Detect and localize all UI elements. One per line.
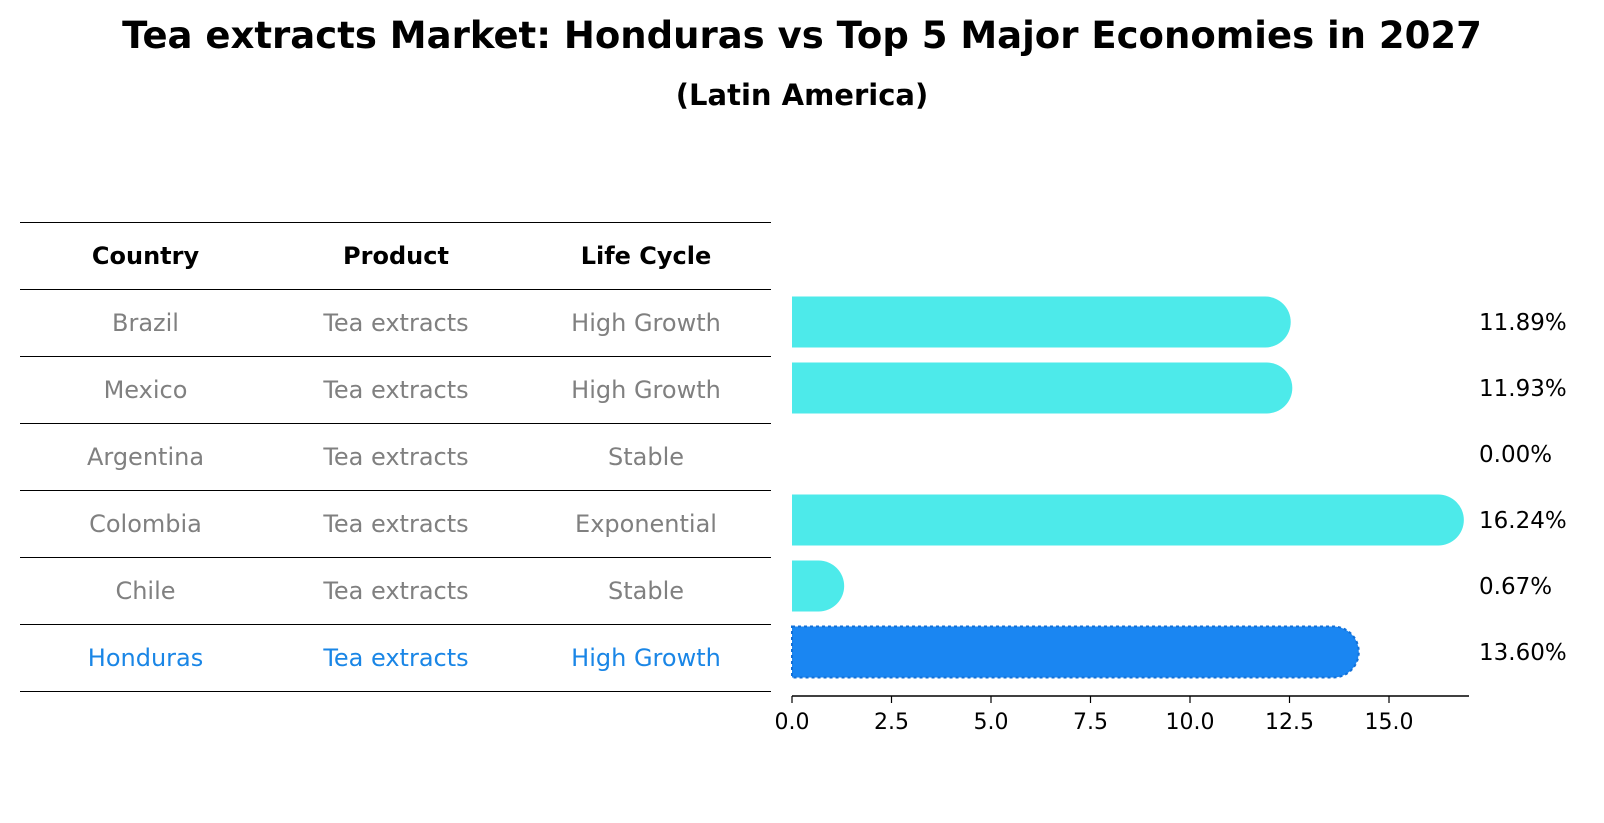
x-tick-label: 10.0 <box>1166 710 1215 735</box>
cell-life-cycle: High Growth <box>571 644 721 672</box>
table-header-row: Country Product Life Cycle <box>20 223 771 290</box>
cell-country: Chile <box>115 577 176 605</box>
cell-product: Tea extracts <box>323 443 469 471</box>
data-table: Country Product Life Cycle Brazil Tea ex… <box>20 222 771 692</box>
table-row: Brazil Tea extracts High Growth <box>20 290 771 357</box>
table-row: Colombia Tea extracts Exponential <box>20 491 771 558</box>
header-product: Product <box>343 242 449 270</box>
cell-life-cycle: High Growth <box>571 376 721 404</box>
value-label-brazil: 11.89% <box>1479 310 1567 336</box>
value-label-colombia: 16.24% <box>1479 508 1567 534</box>
chart-subtitle: (Latin America) <box>675 78 929 112</box>
x-tick-label: 7.5 <box>1073 710 1108 735</box>
value-label-chile: 0.67% <box>1479 574 1552 600</box>
value-label-mexico: 11.93% <box>1479 376 1567 402</box>
cell-product: Tea extracts <box>323 510 469 538</box>
cell-country: Mexico <box>103 376 188 404</box>
x-tick-label: 2.5 <box>874 710 909 735</box>
bar-chile <box>792 560 845 612</box>
bar-mexico <box>792 362 1293 414</box>
header-country: Country <box>91 242 200 270</box>
cell-country: Colombia <box>89 510 202 538</box>
table-row: Argentina Tea extracts Stable <box>20 424 771 491</box>
x-tick-label: 0.0 <box>775 710 810 735</box>
bar-brazil <box>792 296 1291 348</box>
cell-life-cycle: Exponential <box>575 510 717 538</box>
cell-country: Argentina <box>86 443 205 471</box>
cell-product: Tea extracts <box>323 376 469 404</box>
table-row: Mexico Tea extracts High Growth <box>20 357 771 424</box>
cell-product: Tea extracts <box>323 577 469 605</box>
value-label-argentina: 0.00% <box>1479 442 1552 468</box>
cell-life-cycle: Stable <box>607 577 685 605</box>
cell-life-cycle: High Growth <box>571 309 721 337</box>
cell-product: Tea extracts <box>323 644 469 672</box>
x-tick-label: 15.0 <box>1365 710 1414 735</box>
x-tick-label: 5.0 <box>974 710 1009 735</box>
header-life-cycle: Life Cycle <box>580 242 712 270</box>
table-row: Chile Tea extracts Stable <box>20 558 771 625</box>
chart-title: Tea extracts Market: Honduras vs Top 5 M… <box>122 14 1482 57</box>
bar-honduras <box>791 625 1360 679</box>
cell-country: Brazil <box>112 309 179 337</box>
bar-colombia <box>792 494 1464 546</box>
cell-product: Tea extracts <box>323 309 469 337</box>
value-label-honduras: 13.60% <box>1479 640 1567 666</box>
table-row-highlight: Honduras Tea extracts High Growth <box>20 625 771 692</box>
x-tick-label: 12.5 <box>1265 710 1314 735</box>
cell-life-cycle: Stable <box>607 443 685 471</box>
cell-country: Honduras <box>87 644 204 672</box>
